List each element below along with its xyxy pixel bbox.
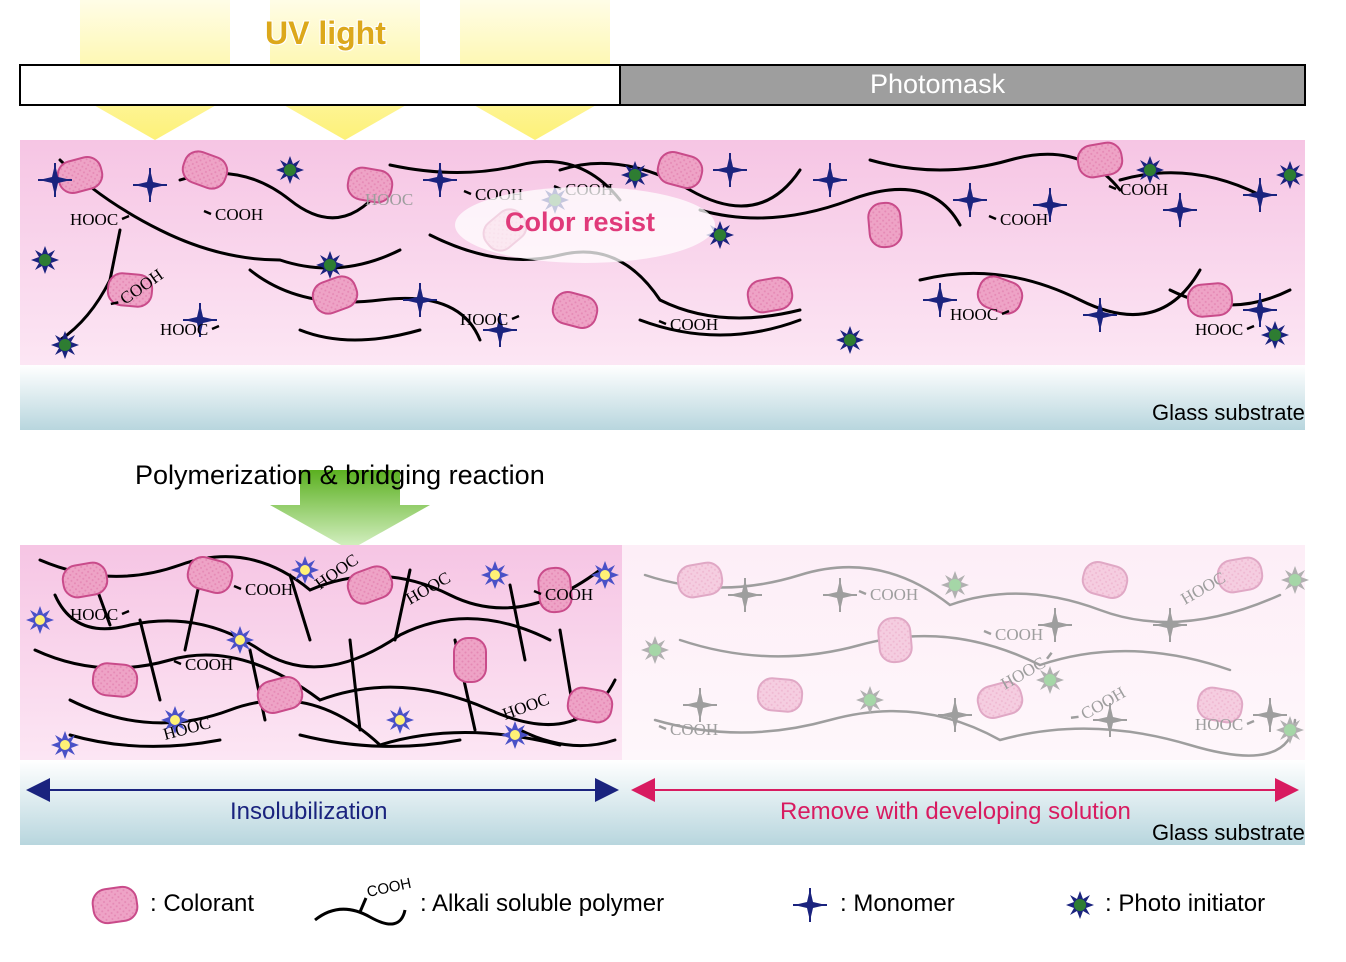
legend-photo-initiator-icon (1066, 891, 1094, 919)
legend-polymer-icon: COOH (315, 875, 413, 924)
legend-monomer-icon (793, 888, 827, 922)
svg-text:HOOC: HOOC (1195, 715, 1243, 734)
legend-colorant-label: : Colorant (150, 890, 254, 918)
top-glass-substrate (20, 365, 1305, 430)
legend-photo-initiator-label: : Photo initiator (1105, 890, 1265, 918)
uv-light-label: UV light (265, 15, 386, 52)
svg-text:COOH: COOH (995, 625, 1043, 644)
process-step-label: Polymerization & bridging reaction (135, 460, 545, 491)
legend-polymer-label: : Alkali soluble polymer (420, 890, 664, 918)
legend-monomer-label: : Monomer (840, 890, 955, 918)
svg-text:COOH: COOH (870, 585, 918, 604)
svg-text:HOOC: HOOC (950, 305, 998, 324)
color-resist-label: Color resist (505, 207, 655, 238)
svg-text:COOH: COOH (670, 315, 718, 334)
svg-text:HOOC: HOOC (160, 320, 208, 339)
photomask-open (20, 65, 620, 105)
svg-text:COOH: COOH (215, 205, 263, 224)
legend-colorant-icon (91, 885, 139, 925)
svg-text:COOH: COOH (670, 720, 718, 739)
svg-text:COOH: COOH (1120, 180, 1168, 199)
svg-text:COOH: COOH (245, 580, 293, 599)
svg-text:HOOC: HOOC (365, 190, 413, 209)
diagram-canvas: COOH HOOC COOH COOH COOH COOH HOOC COOH HOOC HOOC… (0, 0, 1346, 962)
svg-text:COOH: COOH (365, 875, 413, 901)
svg-text:COOH: COOH (1000, 210, 1048, 229)
remove-label: Remove with developing solution (780, 798, 1131, 826)
svg-text:HOOC: HOOC (70, 210, 118, 229)
svg-text:HOOC: HOOC (1195, 320, 1243, 339)
insolub-label: Insolubilization (230, 798, 387, 826)
svg-text:COOH: COOH (185, 655, 233, 674)
svg-text:HOOC: HOOC (460, 310, 508, 329)
glass-substrate-label-top: Glass substrate (1152, 400, 1305, 426)
glass-substrate-label-bottom: Glass substrate (1152, 820, 1305, 846)
svg-text:COOH: COOH (545, 585, 593, 604)
svg-text:HOOC: HOOC (70, 605, 118, 624)
photomask-label: Photomask (870, 69, 1005, 100)
